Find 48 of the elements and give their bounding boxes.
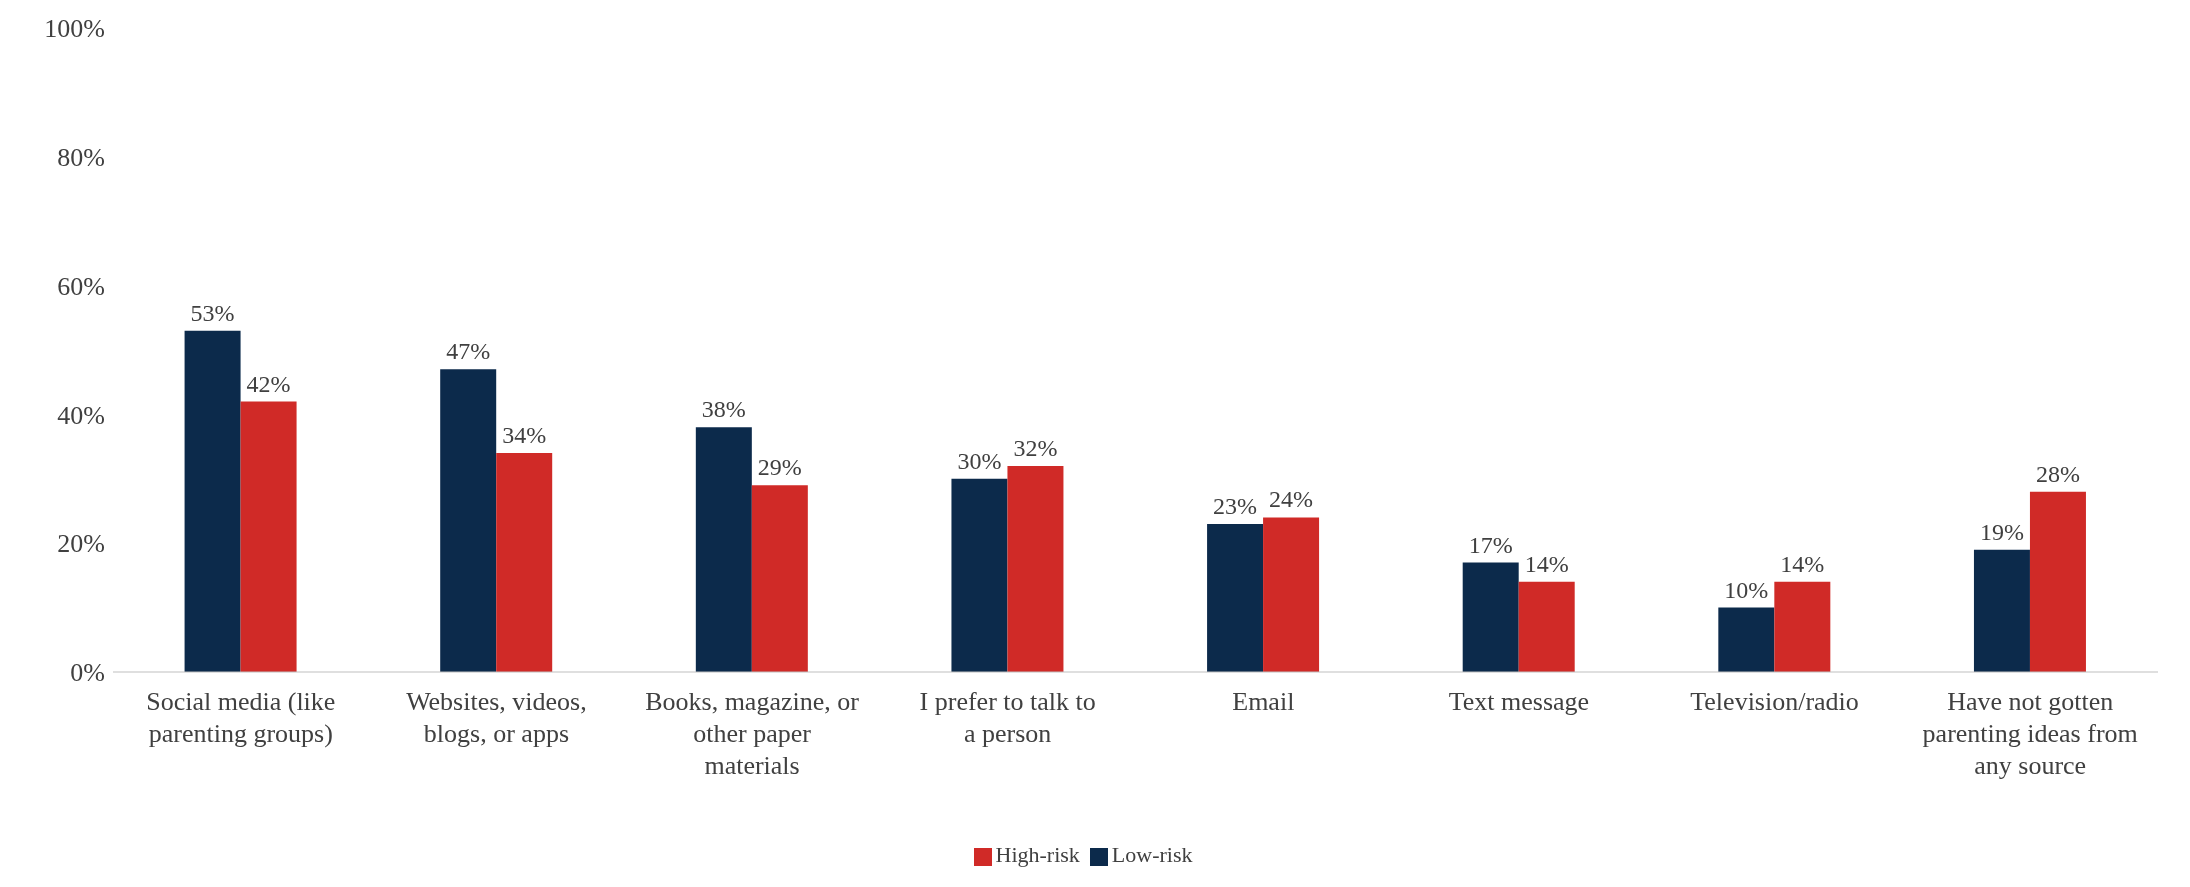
bar <box>1007 465 1064 672</box>
x-tick-label: Television/radio <box>1690 687 1859 716</box>
x-tick-label: Email <box>1232 687 1295 716</box>
bar <box>695 427 752 672</box>
data-label: 53% <box>190 299 235 326</box>
data-label: 38% <box>701 396 746 423</box>
y-tick-label: 80% <box>57 143 105 173</box>
legend-label: High-risk <box>995 842 1080 867</box>
data-label: 30% <box>957 447 1002 474</box>
bar <box>1207 523 1264 672</box>
data-label: 14% <box>1780 550 1825 577</box>
data-label: 10% <box>1724 576 1769 603</box>
data-label: 28% <box>2035 460 2080 487</box>
data-label: 47% <box>446 338 491 365</box>
y-tick-label: 100% <box>44 14 105 44</box>
bar <box>1263 517 1320 672</box>
y-tick-label: 20% <box>57 529 105 559</box>
data-label: 29% <box>757 454 802 481</box>
bar <box>1518 581 1575 672</box>
bar <box>1718 607 1775 672</box>
bar <box>440 369 497 672</box>
bar <box>1774 581 1831 672</box>
bar <box>496 453 553 672</box>
data-label: 32% <box>1013 434 1058 461</box>
x-tick-label: Websites, videos, blogs, or apps <box>406 687 587 748</box>
bar <box>1973 549 2030 672</box>
data-label: 42% <box>246 370 291 397</box>
data-label: 24% <box>1269 486 1314 513</box>
legend-label: Low-risk <box>1111 842 1193 867</box>
x-tick-label: Text message <box>1448 687 1590 716</box>
data-label: 34% <box>502 422 547 449</box>
bar <box>240 401 297 672</box>
x-tick-label: I prefer to talk to a person <box>919 687 1096 748</box>
y-tick-label: 60% <box>57 271 105 301</box>
bar <box>751 485 808 672</box>
y-tick-label: 40% <box>57 400 105 430</box>
x-tick-label: Have not gotten parenting ideas from any source <box>1922 687 2138 780</box>
bar <box>184 330 241 672</box>
x-tick-label: Social media (like parenting groups) <box>146 687 336 748</box>
y-tick-label: 0% <box>70 658 105 688</box>
bar <box>1462 562 1519 672</box>
data-label: 14% <box>1524 550 1569 577</box>
bar <box>2029 491 2086 672</box>
bar <box>951 478 1008 672</box>
data-label: 23% <box>1213 492 1258 519</box>
data-label: 17% <box>1468 531 1513 558</box>
x-tick-label: Books, magazine, or other paper materials <box>645 687 860 780</box>
data-label: 19% <box>1979 518 2024 545</box>
